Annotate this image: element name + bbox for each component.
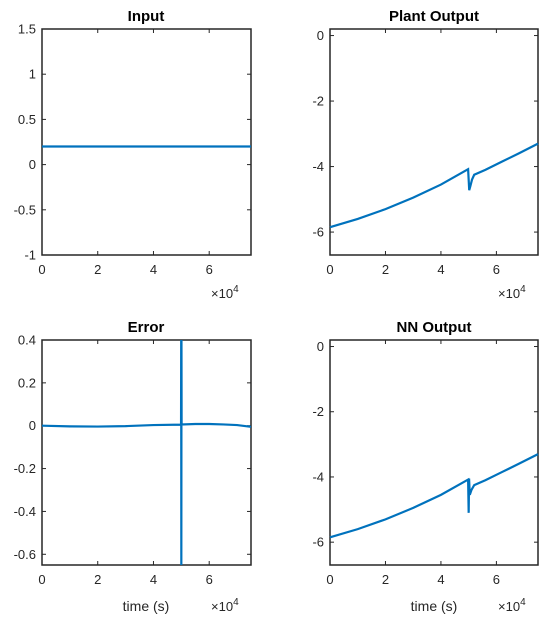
input-y-tick-label: 1 [29,67,36,82]
plant-output-y-tick-label: 0 [317,28,324,43]
error-series-line [41,339,252,566]
input-y-tick-label: -0.5 [14,202,36,217]
input-y-tick-label: 1.5 [18,22,36,37]
input-x-tick-label: 2 [94,262,101,277]
plant-output-series-line [329,142,539,229]
nn-output-axes-box [329,339,539,566]
plant-output-x-tick-label: 6 [493,262,500,277]
plant-output-y-tick-label: -2 [312,94,324,109]
error-y-tick-label: -0.4 [14,504,36,519]
nn-output-x-tick-label: 6 [493,572,500,587]
nn-output-x-tick-label: 2 [382,572,389,587]
plant-output-y-tick-label: -6 [312,225,324,240]
input-y-tick-label: 0.5 [18,112,36,127]
nn-output-panel: NN Output -6 -4 -2 0 0 2 4 6 time (s) ×104 [312,319,539,614]
error-x-axis-label: time (s) [123,598,170,614]
input-x-tick-label: 4 [150,262,157,277]
error-title: Error [128,319,165,336]
error-x-tick-label: 6 [206,572,213,587]
plant-output-x-exponent: ×104 [498,284,526,301]
plant-output-y-tick-label: -4 [312,159,324,174]
error-axes-box [41,339,252,566]
input-x-tick-label: 6 [206,262,213,277]
error-x-tick-label: 4 [150,572,157,587]
plant-output-x-tick-label: 0 [326,262,333,277]
nn-output-title: NN Output [397,319,472,336]
plant-output-title: Plant Output [389,8,479,25]
plant-output-panel: Plant Output -6 -4 -2 0 0 2 4 6 ×104 [312,8,539,301]
nn-output-y-tick-label: 0 [317,339,324,354]
input-x-exponent: ×104 [211,284,239,301]
nn-output-x-exponent: ×104 [498,597,526,614]
error-y-tick-label: -0.6 [14,547,36,562]
error-x-exponent: ×104 [211,597,239,614]
plant-output-x-tick-label: 4 [437,262,444,277]
input-y-tick-label: -1 [24,248,36,263]
input-y-tick-label: 0 [29,157,36,172]
input-title: Input [128,8,165,25]
input-panel: Input -1 -0.5 0 0.5 1 1.5 0 2 4 6 ×104 [14,8,252,301]
nn-output-y-tick-label: -4 [312,469,324,484]
nn-output-x-tick-label: 4 [437,572,444,587]
plant-output-x-tick-label: 2 [382,262,389,277]
error-y-tick-label: -0.2 [14,461,36,476]
nn-output-y-tick-label: -6 [312,535,324,550]
plant-output-axes-box [329,28,539,256]
error-x-tick-label: 2 [94,572,101,587]
nn-output-x-axis-label: time (s) [411,598,458,614]
error-y-tick-label: 0 [29,418,36,433]
error-x-tick-label: 0 [38,572,45,587]
nn-output-x-tick-label: 0 [326,572,333,587]
nn-output-y-tick-label: -2 [312,404,324,419]
input-axes-box [41,28,252,256]
nn-output-series-line [329,453,539,539]
input-x-tick-label: 0 [38,262,45,277]
error-y-tick-label: 0.2 [18,375,36,390]
error-y-tick-label: 0.4 [18,333,36,348]
